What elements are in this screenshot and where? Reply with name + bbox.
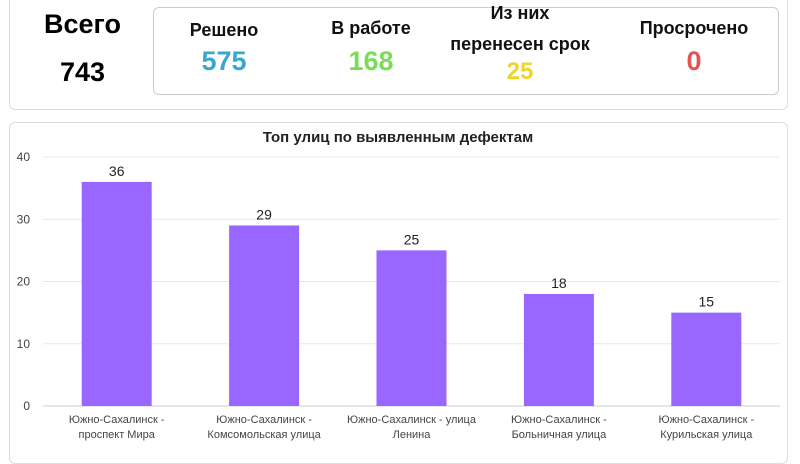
- total-value: 743: [59, 57, 106, 87]
- bar-chart: Топ улиц по выявленным дефектам 0 10 20 30 4…: [17, 129, 780, 441]
- data-label: 36: [109, 163, 125, 179]
- in-progress-stat: В работе 168: [296, 16, 446, 77]
- bar[interactable]: [229, 225, 300, 406]
- bar[interactable]: [81, 181, 152, 406]
- bar[interactable]: [376, 250, 447, 406]
- summary-card: Всего 743 Решено 575 В работе 168 Из них…: [9, 0, 788, 110]
- resolved-label: Решено: [189, 20, 259, 40]
- postponed-label-line2: перенесен срок: [450, 34, 590, 54]
- overdue-stat: Просрочено 0: [619, 16, 769, 77]
- x-tick-label: Больничная улица: [512, 429, 608, 441]
- in-progress-label: В работе: [331, 18, 411, 38]
- x-tick-label: Южно-Сахалинск -: [216, 414, 312, 426]
- overdue-value: 0: [686, 46, 702, 76]
- bar[interactable]: [671, 312, 742, 406]
- status-breakdown: Решено 575 В работе 168 Из них перенесен…: [153, 3, 779, 95]
- chart-title: Топ улиц по выявленным дефектам: [263, 129, 533, 146]
- bar[interactable]: [523, 293, 594, 406]
- postponed-stat: Из них перенесен срок 25: [445, 1, 595, 86]
- data-label: 15: [699, 294, 715, 310]
- y-tick-label: 40: [17, 150, 31, 164]
- x-tick-label: Южно-Сахалинск - улица: [347, 414, 477, 426]
- x-tick-label: Комсомольская улица: [207, 429, 321, 441]
- data-label: 29: [256, 206, 272, 222]
- in-progress-value: 168: [348, 46, 394, 76]
- y-tick-label: 30: [17, 212, 31, 226]
- resolved-stat: Решено 575: [149, 18, 299, 77]
- x-tick-label: Южно-Сахалинск -: [511, 414, 607, 426]
- data-label: 25: [404, 231, 420, 247]
- x-tick-label: Ленина: [393, 429, 432, 441]
- postponed-value: 25: [506, 58, 534, 85]
- overdue-label: Просрочено: [639, 18, 749, 38]
- y-tick-label: 10: [17, 337, 31, 351]
- y-tick-label: 0: [23, 399, 30, 413]
- total-label: Всего: [44, 9, 121, 39]
- postponed-label-line1: Из них: [490, 3, 550, 23]
- x-tick-label: проспект Мира: [79, 429, 156, 441]
- x-tick-label: Курильская улица: [660, 429, 753, 441]
- resolved-value: 575: [201, 46, 247, 76]
- x-tick-label: Южно-Сахалинск -: [69, 414, 165, 426]
- y-tick-label: 20: [17, 275, 31, 289]
- x-tick-label: Южно-Сахалинск -: [658, 414, 754, 426]
- data-label: 18: [551, 275, 567, 291]
